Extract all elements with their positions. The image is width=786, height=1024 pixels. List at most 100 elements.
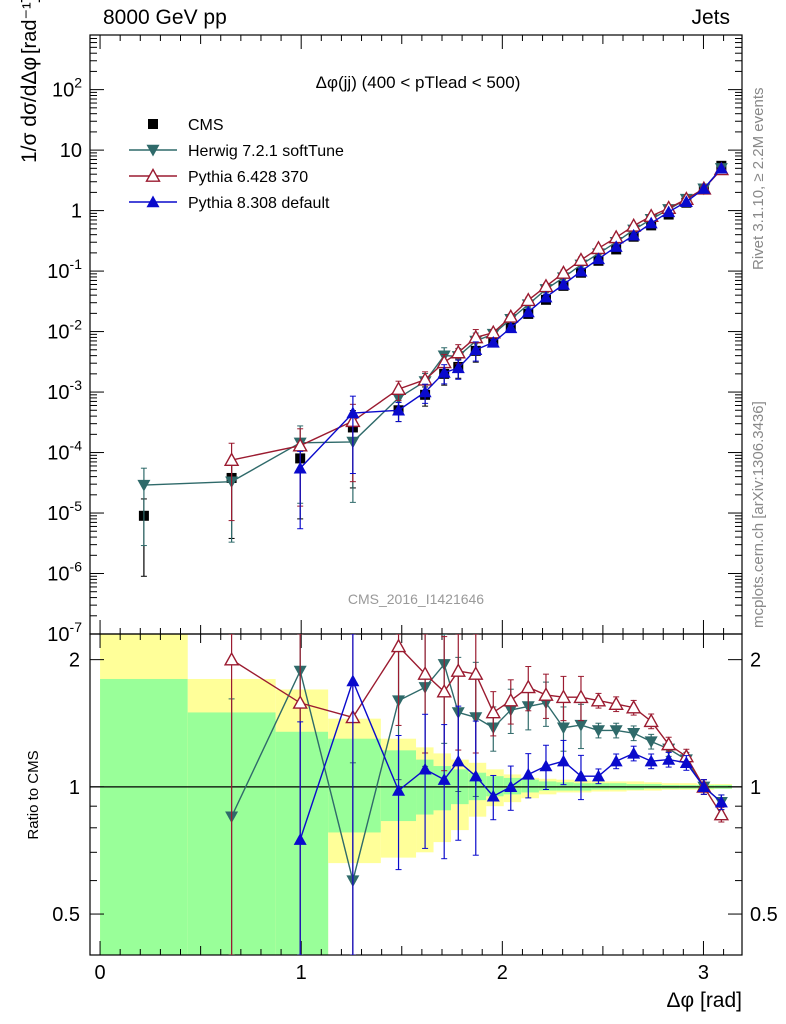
stat-uncertainty-band [100, 678, 188, 955]
y-axis-label-unit: [rad⁻¹] [19, 0, 41, 54]
main-point [662, 205, 676, 218]
main-point [437, 366, 451, 378]
ratio-point [574, 769, 588, 782]
stat-uncertainty-band [521, 779, 539, 793]
ratio-y-tick-label-left: 2 [69, 650, 80, 672]
y-tick-label: 102 [52, 75, 82, 102]
main-point [450, 344, 466, 359]
x-axis-label: Δφ [rad] [667, 989, 743, 1012]
ratio-point [539, 759, 553, 772]
main-point [469, 343, 483, 355]
ratio-point [643, 713, 659, 728]
ratio-point [627, 727, 641, 740]
main-point [609, 240, 623, 252]
ratio-point [418, 762, 432, 775]
main-point [293, 461, 307, 474]
ratio-point [468, 666, 484, 680]
legend-marker [145, 168, 161, 182]
ratio-uncertainty-bands [100, 634, 732, 955]
y-tick-label: 10-6 [47, 559, 82, 586]
analysis-watermark: CMS_2016_I1421646 [348, 591, 484, 607]
main-point [520, 292, 536, 307]
y-tick-label: 10-7 [47, 619, 82, 646]
legend-marker [146, 195, 160, 208]
main-point [390, 381, 407, 395]
y-tick-label: 10-5 [47, 498, 82, 525]
y-axis-label: 1/σ dσ/dΔφ [rad⁻¹] [18, 0, 41, 163]
legend-label: Pythia 6.428 370 [188, 169, 308, 186]
stat-uncertainty-band [538, 781, 557, 791]
ratio-point [485, 704, 501, 719]
ratio-point [608, 696, 624, 710]
legend-marker [148, 119, 158, 129]
main-point [556, 278, 570, 290]
ratio-y-tick-label-left: 1 [69, 777, 80, 799]
main-point [714, 161, 728, 174]
ratio-point [223, 651, 240, 666]
ratio-point [713, 806, 730, 821]
main-point [591, 252, 605, 265]
ratio-y-tick-label-left: 0.5 [52, 904, 80, 926]
ratio-point [392, 784, 406, 796]
legend-marker [146, 144, 160, 157]
y-axis-label-fraction: 1/σ dσ/dΔφ [18, 57, 41, 163]
main-point [555, 265, 572, 279]
main-point [137, 479, 151, 492]
main-point [418, 385, 432, 398]
stat-uncertainty-band [328, 738, 381, 833]
main-point [504, 321, 518, 334]
main-line [143, 167, 722, 486]
ratio-panel-frame [89, 633, 743, 956]
ratio-series-pythia-8-308-default [293, 634, 728, 955]
ratio-point [644, 754, 658, 767]
y-tick-label: 10 [60, 140, 82, 162]
x-tick-label: 3 [698, 962, 709, 984]
main-point [451, 361, 465, 374]
rivet-version-label: Rivet 3.1.10, ≥ 2.2M events [750, 87, 767, 271]
main-series-herwig-7-2-1-softtune [137, 163, 728, 547]
y-tick-label: 10-4 [47, 438, 82, 465]
ratio-point [521, 767, 535, 780]
ratio-point [644, 736, 658, 749]
ratio-point [625, 699, 642, 714]
main-point [486, 335, 500, 348]
ratio-point [714, 795, 728, 808]
ratio-point [503, 692, 519, 707]
ratio-point [662, 753, 676, 765]
ratio-point [555, 689, 572, 704]
y-tick-label: 10-2 [47, 317, 82, 344]
x-tick-label: 1 [296, 962, 307, 984]
ratio-y-axis-label: Ratio to CMS [25, 750, 42, 839]
ratio-point [520, 679, 536, 694]
ratio-point [556, 754, 570, 767]
ratio-point [469, 769, 483, 782]
ratio-point [538, 687, 554, 701]
ratio-point [627, 746, 641, 759]
main-point [521, 305, 535, 318]
ratio-point [450, 663, 466, 677]
ratio-line [230, 662, 722, 881]
ratio-point [486, 789, 500, 802]
main-line [231, 168, 722, 461]
main-point [627, 228, 641, 241]
ratio-point [609, 754, 623, 767]
process-label: Jets [691, 6, 730, 29]
main-point [574, 264, 588, 277]
ratio-point [573, 689, 589, 704]
main-point [573, 252, 589, 266]
x-tick-label: 2 [497, 962, 508, 984]
ratio-point [390, 638, 407, 653]
ratio-point [451, 754, 465, 767]
ratio-line [231, 645, 722, 815]
ratio-y-tick-label-right: 2 [750, 650, 761, 672]
stat-uncertainty-band [486, 776, 504, 797]
legend-label: Herwig 7.2.1 softTune [188, 143, 344, 160]
ratio-point [556, 722, 570, 735]
main-point [346, 406, 360, 419]
ratio-point [437, 773, 451, 785]
y-tick-label: 10-3 [47, 377, 82, 404]
ratio-point [346, 674, 360, 687]
ratio-point [436, 683, 452, 698]
stat-uncertainty-band [433, 766, 452, 811]
y-tick-label: 10-1 [47, 256, 82, 283]
